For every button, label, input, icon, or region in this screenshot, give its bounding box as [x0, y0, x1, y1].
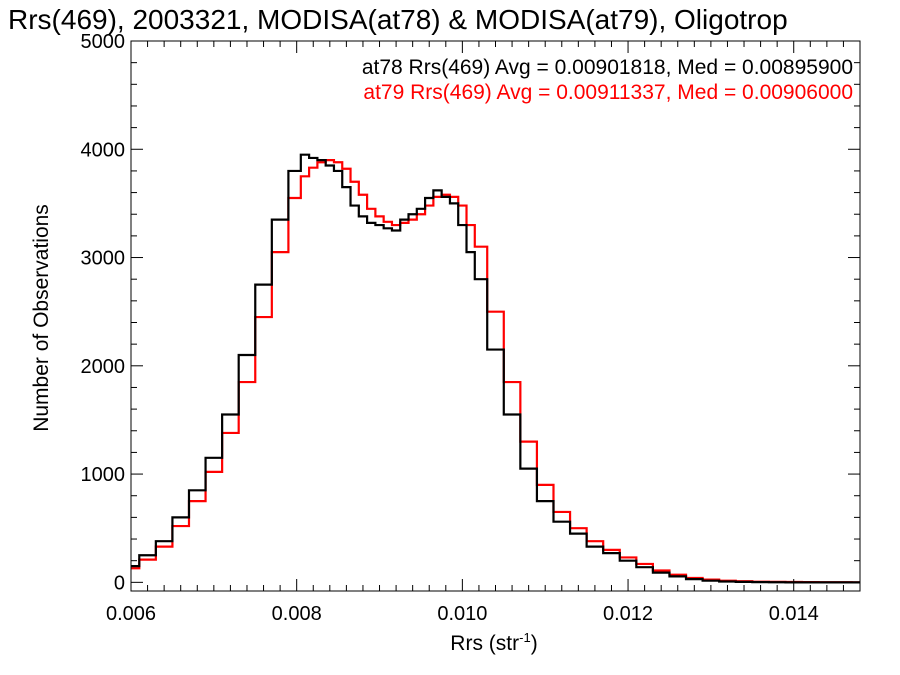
y-tick-label: 2000	[81, 356, 126, 378]
y-axis-label: Number of Observations	[30, 204, 53, 432]
series-layer	[131, 153, 860, 584]
chart-title: Rrs(469), 2003321, MODISA(at78) & MODISA…	[8, 4, 788, 35]
y-tick-label: 1000	[81, 464, 126, 486]
x-tick-label: 0.010	[437, 603, 487, 625]
y-tick-label: 4000	[81, 139, 126, 161]
plot-frame	[130, 40, 861, 592]
y-tick-label: 5000	[81, 31, 126, 53]
x-axis-label: Rrs (str-1)	[450, 630, 537, 655]
x-tick-label: 0.006	[106, 603, 156, 625]
tick-labels: 0.006 0.008 0.010 0.012 0.014 0 1000 2000 3000 40…	[81, 31, 819, 625]
annotation-at79: at79 Rrs(469) Avg = 0.00911337, Med = 0.…	[363, 81, 853, 104]
annotation-at78: at78 Rrs(469) Avg = 0.00901818, Med = 0.…	[362, 56, 853, 79]
x-tick-label: 0.012	[603, 603, 653, 625]
axes-layer	[130, 40, 861, 592]
x-tick-label: 0.014	[769, 603, 819, 625]
x-tick-label: 0.008	[272, 603, 322, 625]
y-tick-label: 3000	[81, 248, 126, 270]
series-at78-line	[131, 153, 860, 584]
y-tick-label: 0	[114, 572, 125, 594]
series-at79-line	[131, 158, 860, 584]
